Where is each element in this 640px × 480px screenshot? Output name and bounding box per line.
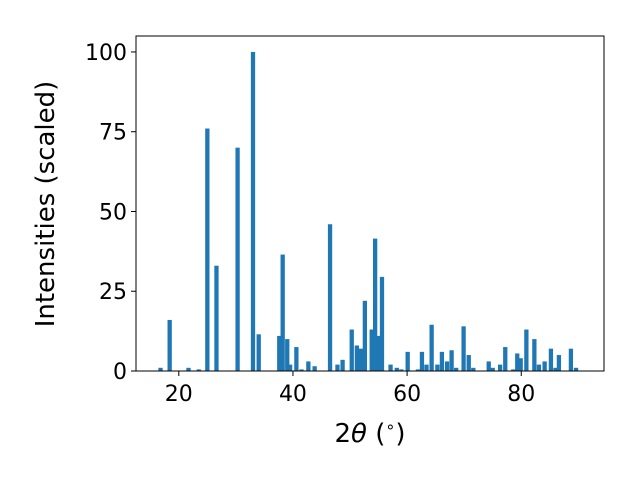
bar [568, 348, 574, 371]
bar [196, 369, 201, 371]
bar [556, 355, 562, 371]
bar [553, 367, 558, 371]
plot-frame [135, 35, 605, 372]
bar [376, 335, 381, 371]
bar [518, 358, 523, 371]
bar [405, 351, 410, 371]
bar [415, 369, 421, 371]
bar [429, 324, 434, 371]
bar [373, 238, 378, 371]
x-tick-label: 80 [507, 382, 535, 407]
bar [548, 348, 554, 371]
bar [424, 364, 429, 371]
bar [285, 339, 290, 371]
bar [299, 369, 304, 371]
x-axis-label-number: 2 [334, 419, 351, 449]
y-axis-ticks: 0 25 50 75 100 [85, 41, 136, 385]
y-tick-label: 75 [99, 121, 127, 146]
bar [471, 367, 476, 371]
bar [486, 361, 491, 371]
bar [340, 359, 345, 371]
y-tick-label: 50 [99, 200, 127, 225]
x-axis-label-close: ) [395, 419, 405, 449]
bar [287, 364, 293, 371]
bar [394, 367, 399, 371]
bar [256, 334, 261, 371]
x-tick-label: 60 [393, 382, 421, 407]
bar [399, 369, 404, 371]
bar [542, 361, 547, 371]
bar [511, 369, 516, 371]
bar [454, 367, 459, 371]
bar [532, 339, 537, 371]
y-tick-label: 100 [85, 41, 127, 66]
bar [490, 367, 495, 371]
bar [306, 361, 311, 371]
bar [158, 367, 163, 371]
bar [369, 329, 374, 371]
y-tick-label: 25 [99, 280, 127, 305]
bar [497, 364, 503, 371]
bar [536, 364, 542, 371]
y-tick-label: 0 [113, 360, 127, 385]
bar [461, 326, 466, 371]
bar [354, 345, 360, 371]
bar [515, 353, 520, 371]
x-axis-label-degree: ∘ [385, 417, 395, 436]
x-axis-ticks: 20 40 60 80 [165, 371, 535, 407]
bar [167, 319, 172, 371]
bar [349, 329, 354, 371]
bar [312, 366, 317, 371]
bar [277, 335, 282, 371]
bar [358, 348, 364, 371]
bar [524, 329, 529, 371]
bar [214, 265, 219, 371]
bar [388, 364, 393, 371]
bar [294, 347, 299, 371]
bar [362, 300, 367, 371]
bar [335, 364, 340, 371]
x-axis-label-open: ( [367, 419, 385, 449]
bar [439, 351, 445, 371]
bar [250, 51, 256, 371]
bar [466, 355, 471, 371]
bar [419, 351, 425, 371]
bar [449, 350, 454, 371]
x-tick-label: 20 [165, 382, 193, 407]
bar [444, 361, 450, 371]
bar [235, 147, 240, 371]
bar [435, 364, 440, 371]
bar [573, 367, 579, 371]
bar-series [158, 51, 579, 371]
bar [186, 367, 191, 371]
x-axis-label: 2θ (∘) [334, 417, 405, 449]
bar [205, 128, 210, 371]
x-axis-label-theta: θ [351, 419, 367, 449]
x-tick-label: 40 [279, 382, 307, 407]
bar [379, 276, 385, 371]
y-axis-label: Intensities (scaled) [31, 81, 61, 328]
bar [327, 224, 333, 371]
bar [503, 347, 508, 371]
bar [280, 254, 285, 371]
